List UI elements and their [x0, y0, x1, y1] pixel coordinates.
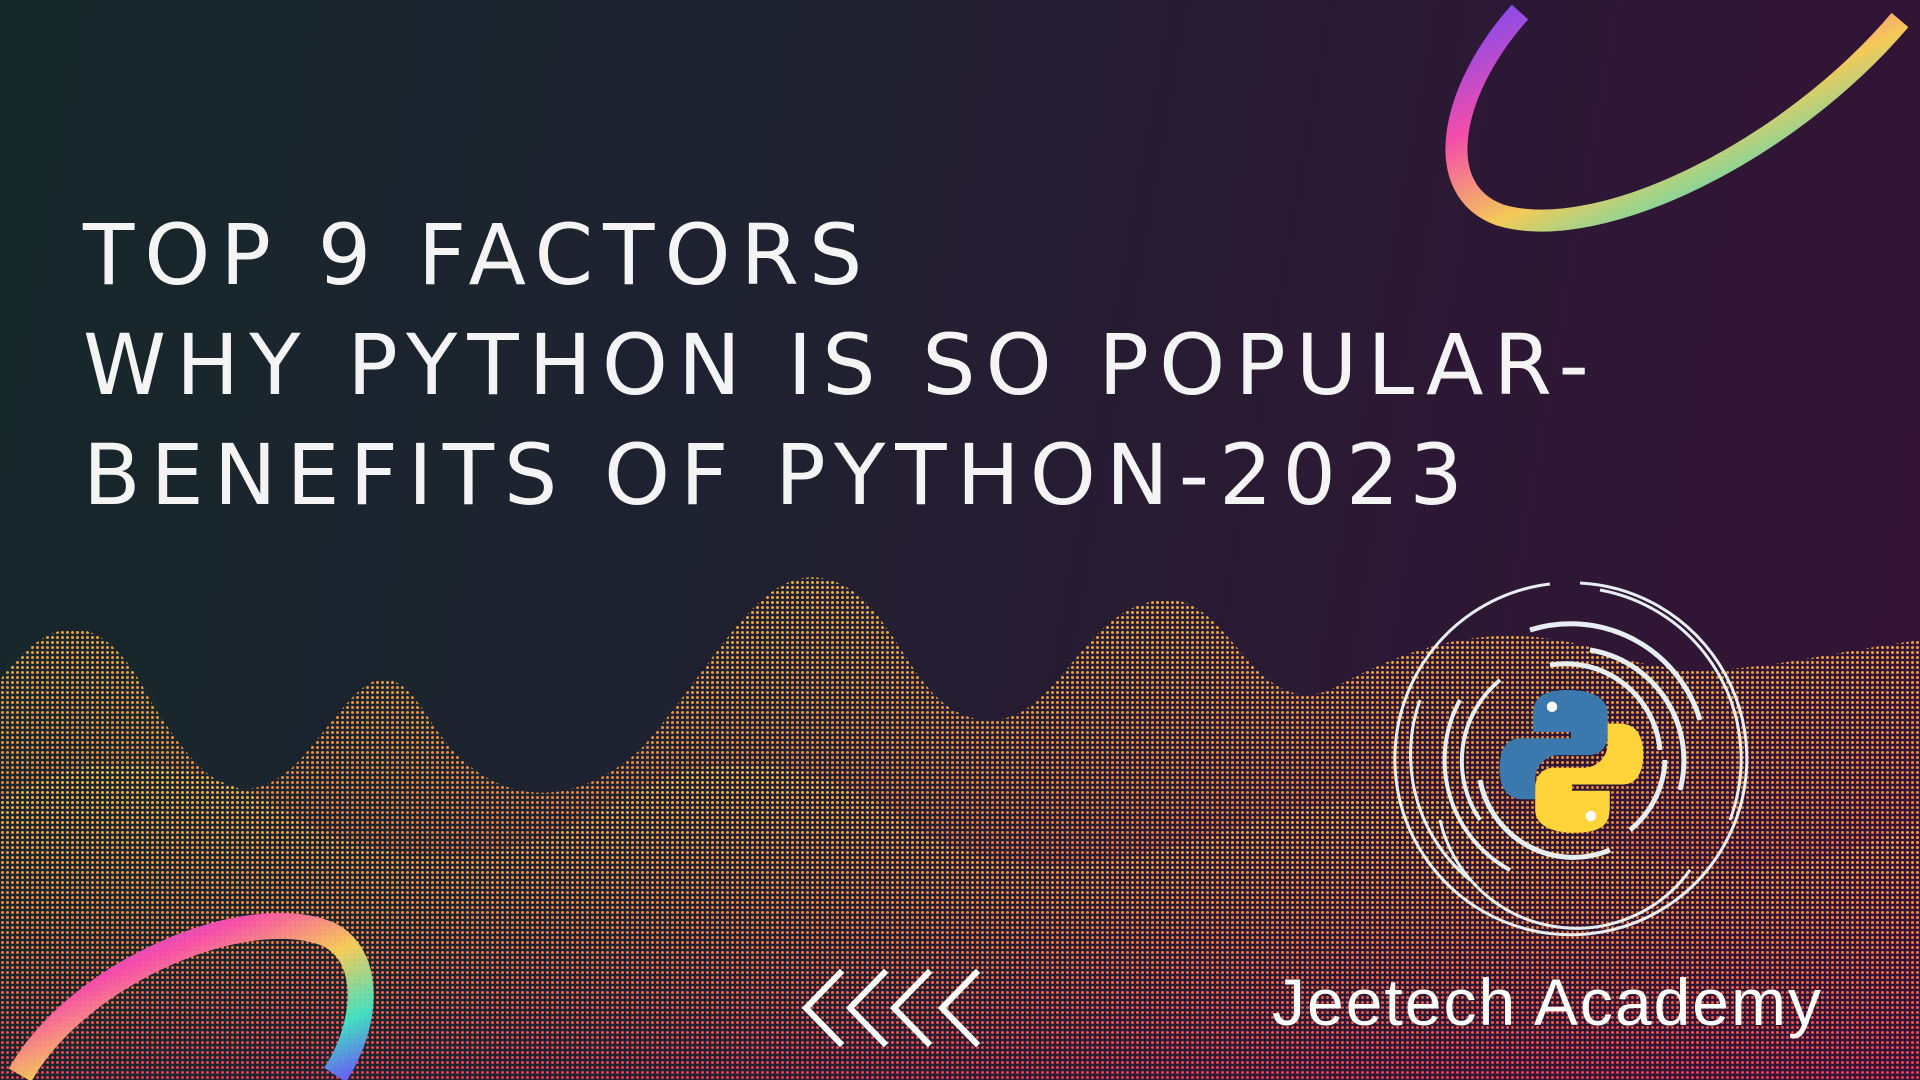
brand-name: Jeetech Academy [1272, 965, 1823, 1039]
headline-line-3: BENEFITS OF PYTHON-2023 [83, 426, 1473, 524]
neon-ring-top-right [1445, 4, 1909, 232]
headline-line-2: WHY PYTHON IS SO POPULAR- [83, 316, 1599, 414]
headline-line-1: TOP 9 FACTORS [83, 206, 873, 304]
dotted-waves [0, 577, 1920, 1080]
python-logo-icon [1393, 581, 1749, 937]
headline: TOP 9 FACTORS WHY PYTHON IS SO POPULAR- … [83, 200, 1599, 530]
chevrons-left-icon [801, 968, 981, 1048]
neon-ring-bottom-left [8, 913, 374, 1080]
